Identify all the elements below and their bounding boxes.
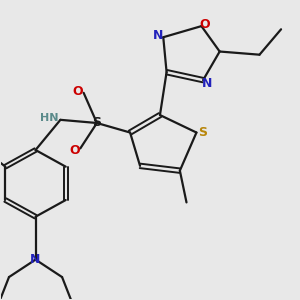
Text: HN: HN xyxy=(40,113,58,123)
Text: N: N xyxy=(30,253,41,266)
Text: N: N xyxy=(202,77,212,90)
Text: O: O xyxy=(69,143,80,157)
Text: O: O xyxy=(200,18,210,31)
Text: N: N xyxy=(153,29,164,42)
Text: O: O xyxy=(72,85,83,98)
Text: S: S xyxy=(198,126,207,139)
Text: S: S xyxy=(92,116,101,130)
